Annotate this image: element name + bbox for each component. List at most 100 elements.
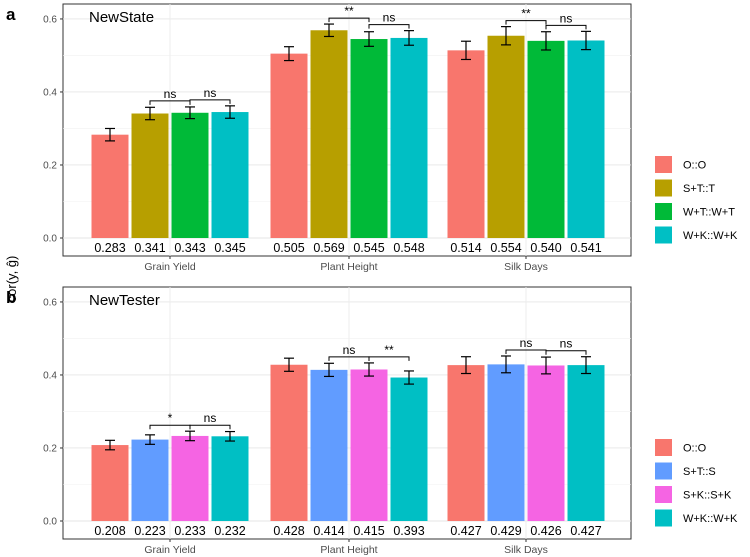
bar-value-label: 0.540	[530, 241, 561, 255]
bar-value-label: 0.233	[174, 524, 205, 538]
bar-value-label: 0.428	[273, 524, 304, 538]
significance-label: ns	[520, 336, 533, 350]
significance-label: ns	[383, 11, 396, 25]
bar-value-label: 0.343	[174, 241, 205, 255]
bar-value-label: 0.415	[353, 524, 384, 538]
bar-value-label: 0.232	[214, 524, 245, 538]
bar	[270, 364, 308, 521]
significance-label: ns	[560, 11, 573, 25]
panel-title: NewState	[89, 9, 154, 26]
y-tick-label: 0.4	[43, 370, 57, 381]
y-tick-label: 0.2	[43, 160, 57, 171]
legend-label: W+K::W+K	[683, 513, 738, 525]
significance-bracket	[545, 350, 587, 355]
bar	[390, 377, 428, 521]
bar-value-label: 0.427	[450, 524, 481, 538]
legend-label: W+K::W+K	[683, 230, 738, 242]
bar	[487, 364, 525, 521]
significance-label: ns	[560, 337, 573, 351]
significance-label: *	[168, 411, 173, 425]
bar-value-label: 0.541	[570, 241, 601, 255]
significance-label: **	[521, 7, 531, 21]
legend-swatch	[655, 509, 672, 527]
bar-value-label: 0.569	[313, 241, 344, 255]
significance-label: **	[384, 343, 394, 357]
significance-bracket	[368, 24, 410, 29]
bar	[131, 113, 169, 238]
bar	[310, 30, 348, 239]
bar	[350, 369, 388, 521]
y-tick-label: 0.2	[43, 443, 57, 454]
significance-bracket	[545, 24, 587, 30]
significance-bracket	[189, 424, 231, 430]
bar-value-label: 0.345	[214, 241, 245, 255]
bar	[310, 369, 348, 521]
bar	[447, 365, 485, 521]
panel-a: 0.0 0.2 0.4 0.6 0.283 0.341 0.343 0.345 Grain Yi…	[6, 3, 632, 273]
legend-label: S+K::S+K	[683, 490, 732, 502]
y-tick-label: 0.6	[43, 297, 57, 308]
significance-label: ns	[164, 87, 177, 101]
bar	[91, 134, 129, 238]
x-tick-label: Grain Yield	[144, 261, 196, 273]
bar	[527, 365, 565, 521]
bar	[171, 435, 209, 521]
bar	[131, 439, 169, 521]
legend-a: O::OS+T::TW+T::W+TW+K::W+K	[655, 156, 738, 244]
bar-value-label: 0.426	[530, 524, 561, 538]
bar	[567, 40, 605, 238]
bar	[211, 112, 249, 238]
significance-label: ns	[204, 86, 217, 100]
panel-title: NewTester	[89, 292, 160, 309]
legend-swatch	[655, 203, 672, 220]
significance-bracket	[368, 356, 410, 361]
legend-label: O::O	[683, 443, 707, 455]
bar-value-label: 0.427	[570, 524, 601, 538]
bar-value-label: 0.283	[94, 241, 125, 255]
bar	[350, 39, 388, 239]
x-tick-label: Plant Height	[320, 261, 377, 273]
bar	[211, 436, 249, 521]
bar-value-label: 0.514	[450, 241, 481, 255]
significance-bracket	[505, 20, 547, 25]
bar-value-label: 0.554	[490, 241, 521, 255]
y-tick-label: 0.4	[43, 87, 57, 98]
x-tick-label: Silk Days	[504, 544, 548, 556]
legend-label: O::O	[683, 160, 707, 172]
bar-value-label: 0.223	[134, 524, 165, 538]
legend-swatch	[655, 439, 672, 456]
y-axis-label: cor(y, ĝ)	[4, 256, 19, 303]
panel-tag: b	[6, 288, 16, 307]
x-tick-label: Grain Yield	[144, 544, 196, 556]
bar-value-label: 0.341	[134, 241, 165, 255]
bar	[91, 445, 129, 521]
legend-label: W+T::W+T	[683, 207, 735, 219]
legend-swatch	[655, 179, 672, 197]
significance-label: ns	[204, 411, 217, 425]
legend-b: O::OS+T::SS+K::S+KW+K::W+K	[655, 439, 738, 527]
significance-label: **	[344, 4, 354, 18]
bar	[527, 40, 565, 238]
y-tick-label: 0.0	[43, 234, 57, 245]
legend-swatch	[655, 226, 672, 244]
bar	[487, 35, 525, 238]
legend-swatch	[655, 156, 672, 173]
bar-value-label: 0.414	[313, 524, 344, 538]
bar	[390, 37, 428, 238]
panel-tag: a	[6, 5, 16, 24]
significance-bracket	[189, 99, 231, 104]
significance-bracket	[328, 17, 370, 23]
bar	[447, 50, 485, 238]
significance-label: ns	[343, 343, 356, 357]
y-tick-label: 0.6	[43, 14, 57, 25]
legend-swatch	[655, 486, 672, 503]
bar-value-label: 0.393	[393, 524, 424, 538]
bar-value-label: 0.548	[393, 241, 424, 255]
bar	[270, 53, 308, 239]
legend-label: S+T::T	[683, 183, 715, 195]
legend-swatch	[655, 462, 672, 480]
x-tick-label: Plant Height	[320, 544, 377, 556]
bar	[171, 112, 209, 238]
bar-value-label: 0.429	[490, 524, 521, 538]
